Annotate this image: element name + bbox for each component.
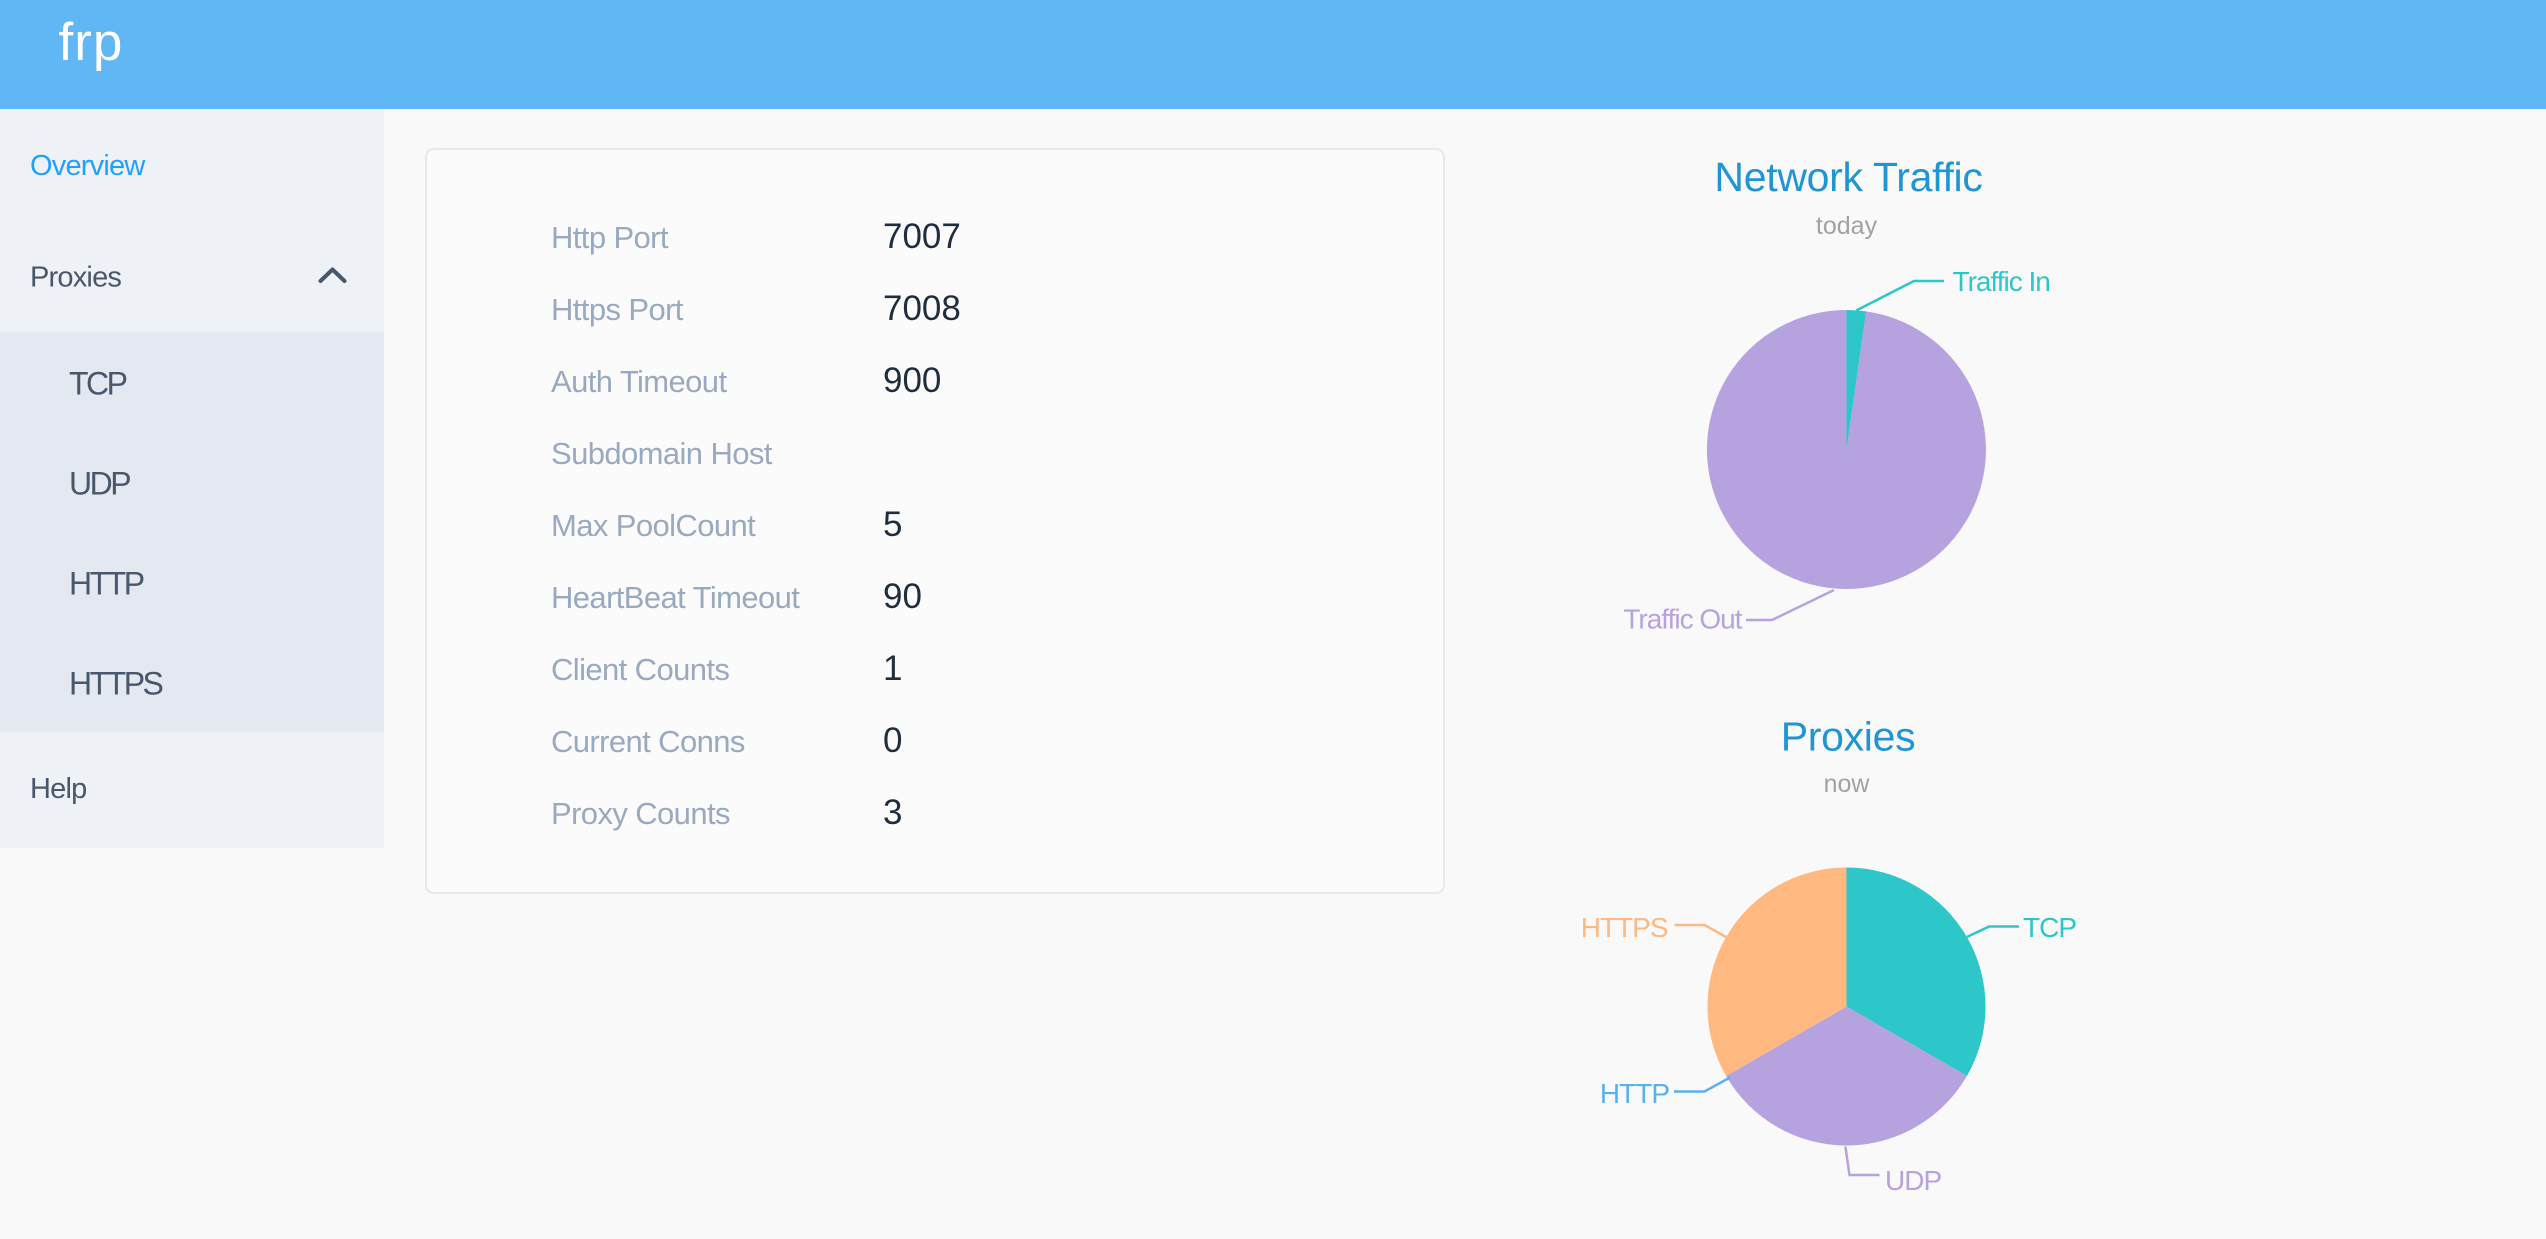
svg-text:HeartBeat Timeout: HeartBeat Timeout [551, 580, 800, 615]
svg-text:HTTP: HTTP [69, 566, 144, 602]
svg-text:UDP: UDP [69, 466, 130, 502]
svg-text:Proxy Counts: Proxy Counts [551, 796, 730, 831]
svg-text:now: now [1824, 770, 1871, 798]
svg-text:Http Port: Http Port [551, 220, 669, 255]
svg-text:90: 90 [883, 577, 922, 616]
svg-text:HTTPS: HTTPS [1581, 912, 1668, 943]
svg-text:Network Traffic: Network Traffic [1714, 154, 1982, 200]
svg-text:HTTPS: HTTPS [69, 666, 163, 702]
svg-text:frp: frp [59, 13, 124, 72]
svg-text:Auth Timeout: Auth Timeout [551, 364, 727, 399]
svg-text:Proxies: Proxies [30, 262, 121, 294]
svg-text:today: today [1816, 212, 1878, 240]
svg-text:Help: Help [30, 773, 86, 805]
svg-text:7007: 7007 [883, 217, 961, 256]
svg-text:HTTP: HTTP [1600, 1078, 1669, 1109]
svg-text:0: 0 [883, 721, 902, 760]
svg-text:Traffic Out: Traffic Out [1623, 604, 1742, 635]
svg-text:Subdomain Host: Subdomain Host [551, 436, 773, 471]
svg-text:900: 900 [883, 361, 941, 400]
svg-text:TCP: TCP [69, 366, 127, 402]
svg-text:Traffic In: Traffic In [1953, 266, 2050, 297]
svg-text:UDP: UDP [1885, 1165, 1941, 1196]
svg-text:5: 5 [883, 505, 902, 544]
svg-text:3: 3 [883, 793, 902, 832]
svg-text:7008: 7008 [883, 289, 961, 328]
svg-text:Proxies: Proxies [1781, 714, 1916, 760]
svg-text:TCP: TCP [2023, 912, 2076, 943]
svg-text:Https Port: Https Port [551, 292, 684, 327]
svg-text:Overview: Overview [30, 150, 146, 182]
svg-text:Client Counts: Client Counts [551, 652, 729, 687]
svg-text:1: 1 [883, 649, 902, 688]
svg-text:Max PoolCount: Max PoolCount [551, 508, 756, 543]
svg-text:Current Conns: Current Conns [551, 724, 745, 759]
